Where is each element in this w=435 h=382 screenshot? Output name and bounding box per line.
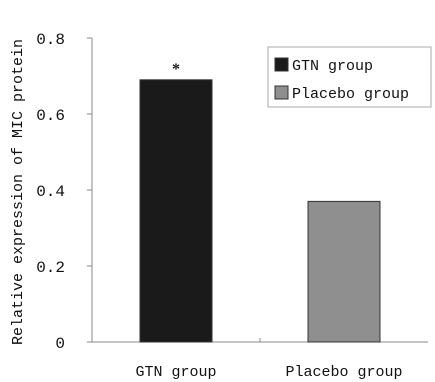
y-tick-label: 0.6 — [36, 107, 65, 125]
y-tick-label: 0.2 — [36, 259, 65, 277]
x-tick-label: GTN group — [135, 364, 216, 381]
y-tick-label: 0.8 — [36, 31, 65, 49]
bar-gtn-group — [139, 79, 213, 343]
legend-swatch — [274, 57, 289, 72]
y-tick-label: 0.4 — [36, 183, 65, 201]
x-tick-label: Placebo group — [285, 364, 402, 381]
significance-marker: * — [172, 61, 180, 78]
y-axis-label: Relative expression of MIC protein — [10, 39, 27, 345]
bar-placebo-group — [307, 200, 381, 343]
y-tick-label: 0 — [55, 335, 65, 353]
legend-swatch — [274, 85, 289, 100]
legend-box — [267, 46, 432, 108]
bars — [139, 79, 381, 343]
legend: GTN group Placebo group — [267, 46, 432, 108]
labels: 0 0.2 0.4 0.6 0.8 GTN group * Placebo group Rela… — [10, 31, 403, 381]
legend-label: GTN group — [292, 58, 373, 75]
legend-label: Placebo group — [292, 86, 409, 103]
